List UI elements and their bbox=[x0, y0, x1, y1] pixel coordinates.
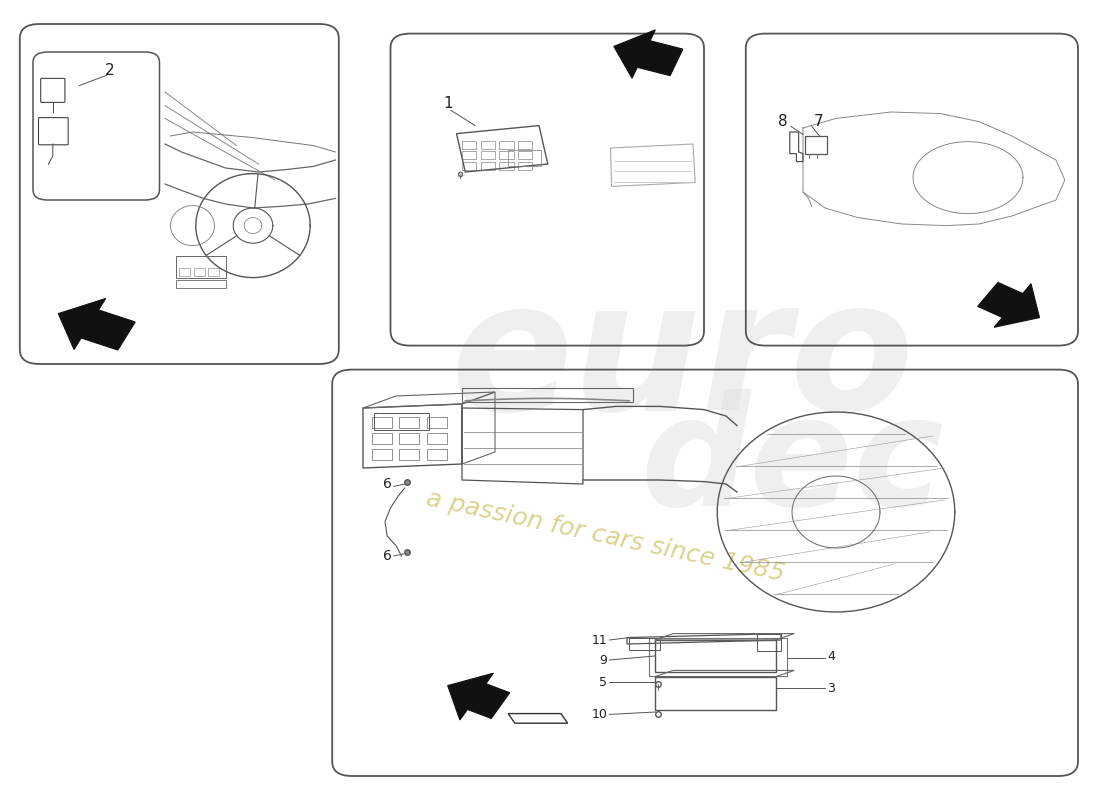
Bar bbox=[518, 162, 532, 170]
Bar bbox=[649, 638, 786, 676]
Bar bbox=[462, 141, 476, 149]
Bar bbox=[372, 417, 392, 428]
Bar bbox=[427, 449, 447, 460]
Text: 4: 4 bbox=[827, 650, 835, 662]
Bar bbox=[805, 136, 827, 154]
Text: 10: 10 bbox=[592, 708, 607, 721]
Polygon shape bbox=[448, 673, 509, 720]
Text: dec: dec bbox=[640, 390, 944, 538]
Text: 11: 11 bbox=[592, 634, 607, 646]
Text: 9: 9 bbox=[600, 654, 607, 666]
Polygon shape bbox=[58, 298, 135, 350]
Bar bbox=[481, 151, 495, 159]
Text: a passion for cars since 1985: a passion for cars since 1985 bbox=[424, 486, 786, 586]
Bar bbox=[179, 268, 190, 276]
Bar bbox=[372, 449, 392, 460]
Text: 8: 8 bbox=[778, 114, 788, 129]
Text: 6: 6 bbox=[383, 477, 392, 491]
Text: 3: 3 bbox=[827, 682, 835, 694]
Bar bbox=[654, 677, 776, 710]
Bar bbox=[481, 162, 495, 170]
Text: 1: 1 bbox=[443, 97, 452, 111]
Text: 6: 6 bbox=[383, 549, 392, 563]
Bar bbox=[462, 151, 476, 159]
Bar bbox=[481, 141, 495, 149]
Polygon shape bbox=[614, 30, 683, 78]
Bar bbox=[518, 141, 532, 149]
Text: 5: 5 bbox=[600, 676, 607, 689]
Bar bbox=[399, 449, 419, 460]
Bar bbox=[374, 413, 429, 430]
Bar bbox=[499, 162, 514, 170]
Bar bbox=[427, 433, 447, 444]
Bar bbox=[462, 162, 476, 170]
Text: 7: 7 bbox=[814, 114, 824, 129]
Bar bbox=[499, 141, 514, 149]
Text: 2: 2 bbox=[106, 63, 114, 78]
Bar bbox=[372, 433, 392, 444]
Bar bbox=[399, 417, 419, 428]
Bar bbox=[508, 150, 541, 166]
Bar bbox=[654, 640, 776, 672]
Bar bbox=[176, 256, 226, 278]
Bar bbox=[176, 280, 226, 288]
Bar bbox=[462, 388, 632, 402]
Bar bbox=[194, 268, 205, 276]
Bar bbox=[757, 634, 781, 651]
Bar bbox=[499, 151, 514, 159]
Bar bbox=[629, 638, 660, 650]
Text: euro: euro bbox=[450, 272, 914, 448]
Bar bbox=[518, 151, 532, 159]
Bar bbox=[208, 268, 219, 276]
Bar bbox=[399, 433, 419, 444]
Polygon shape bbox=[978, 282, 1040, 327]
Bar bbox=[427, 417, 447, 428]
